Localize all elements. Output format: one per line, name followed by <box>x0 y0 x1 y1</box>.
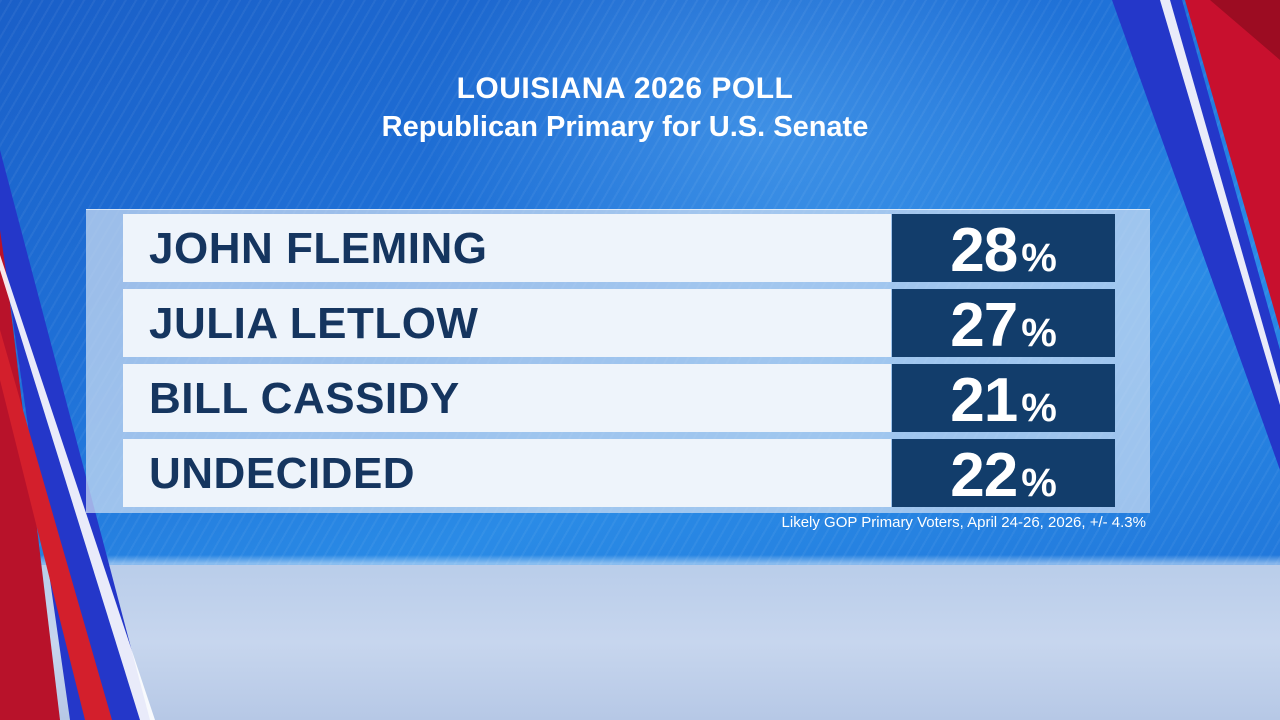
header: LOUISIANA 2026 POLL Republican Primary f… <box>0 70 1250 146</box>
candidate-name: BILL CASSIDY <box>149 374 460 423</box>
percentage-number: 21 <box>950 366 1018 435</box>
background-lower-band <box>0 565 1280 720</box>
percent-sign: % <box>1021 311 1057 355</box>
candidate-name-cell: UNDECIDED <box>123 439 891 507</box>
candidate-name-cell: JOHN FLEMING <box>123 214 891 282</box>
percent-sign: % <box>1021 386 1057 430</box>
percentage-value: 21% <box>892 364 1115 435</box>
result-row-fleming: JOHN FLEMING 28% <box>123 214 1115 285</box>
poll-title: LOUISIANA 2026 POLL <box>456 72 794 105</box>
percentage-cell: 21% <box>892 364 1115 435</box>
result-row-undecided: UNDECIDED 22% <box>123 439 1115 510</box>
percent-sign: % <box>1021 461 1057 505</box>
percentage-number: 28 <box>950 216 1018 285</box>
percentage-value: 22% <box>892 439 1115 510</box>
percentage-cell: 27% <box>892 289 1115 360</box>
candidate-name: JOHN FLEMING <box>149 224 488 273</box>
percent-sign: % <box>1021 236 1057 280</box>
candidate-name-cell: BILL CASSIDY <box>123 364 891 432</box>
candidate-name-cell: JULIA LETLOW <box>123 289 891 357</box>
percentage-value: 28% <box>892 214 1115 285</box>
result-row-letlow: JULIA LETLOW 27% <box>123 289 1115 360</box>
candidate-name: UNDECIDED <box>149 449 416 498</box>
result-row-cassidy: BILL CASSIDY 21% <box>123 364 1115 435</box>
percentage-number: 22 <box>950 441 1018 510</box>
percentage-value: 27% <box>892 289 1115 360</box>
poll-footnote: Likely GOP Primary Voters, April 24-26, … <box>781 514 1146 531</box>
poll-subtitle: Republican Primary for U.S. Senate <box>381 111 869 143</box>
percentage-cell: 28% <box>892 214 1115 285</box>
candidate-name: JULIA LETLOW <box>149 299 479 348</box>
percentage-cell: 22% <box>892 439 1115 510</box>
percentage-number: 27 <box>950 291 1018 360</box>
